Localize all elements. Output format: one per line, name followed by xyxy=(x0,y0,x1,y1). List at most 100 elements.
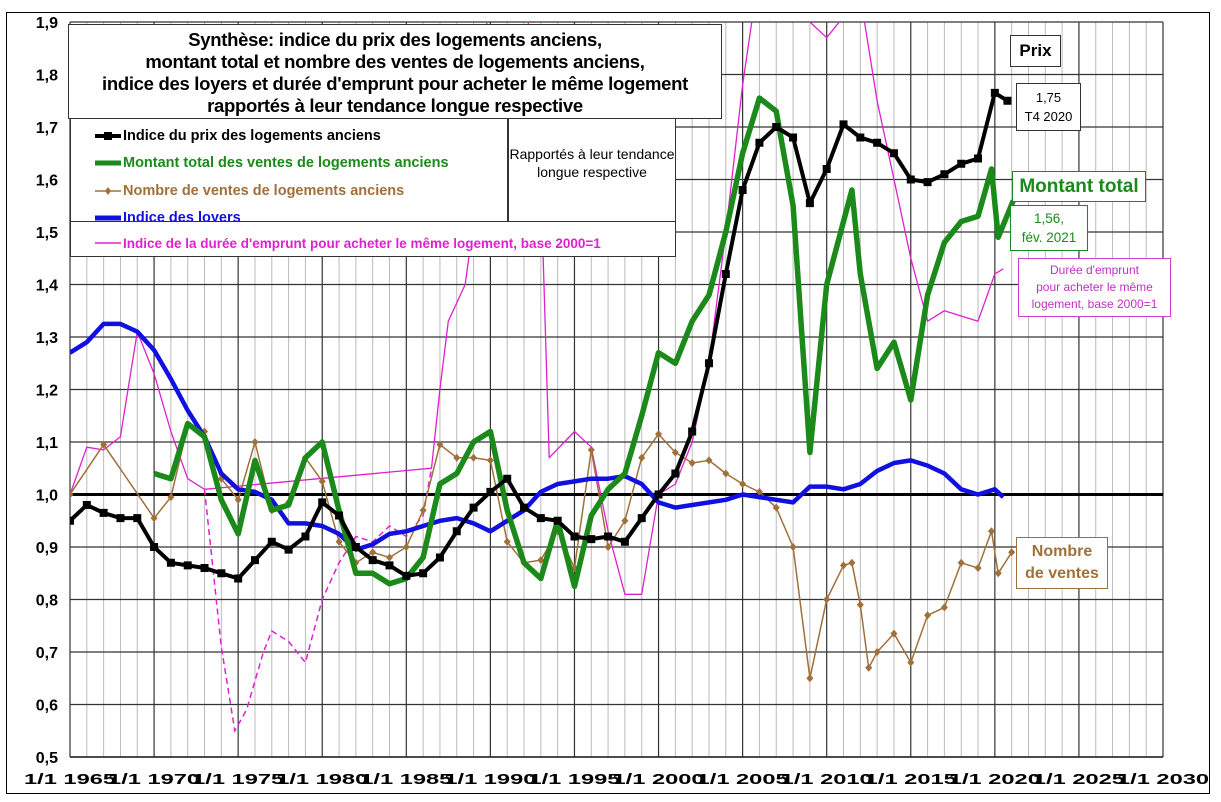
y-tick-label: 1,7 xyxy=(36,120,58,137)
price-point xyxy=(822,165,831,173)
x-tick-label: 1/1 2000 xyxy=(613,771,705,788)
series-3-line xyxy=(70,321,1005,552)
price-point xyxy=(402,571,411,580)
price-point xyxy=(873,138,882,147)
price-point xyxy=(721,270,730,278)
price-point xyxy=(150,543,159,551)
y-tick-label: 1,0 xyxy=(36,488,58,505)
sales-count-point xyxy=(419,506,427,515)
sales-count-point xyxy=(503,537,511,546)
price-point xyxy=(99,508,108,517)
sales-count-point xyxy=(369,548,377,557)
x-tick-label: 1/1 1985 xyxy=(360,771,452,788)
series-group xyxy=(70,22,1016,734)
x-tick-label: 1/1 1980 xyxy=(276,771,368,788)
price-point xyxy=(856,133,865,142)
sales-count-point xyxy=(234,495,242,504)
annotation-prix: Prix xyxy=(1010,35,1061,67)
y-tick-label: 1,8 xyxy=(36,68,58,85)
x-tick-label: 1/1 1990 xyxy=(444,771,536,788)
x-tick-label: 1/1 1965 xyxy=(24,771,116,788)
y-tick-label: 0,9 xyxy=(36,540,58,557)
price-point xyxy=(906,175,915,184)
price-point xyxy=(789,133,798,142)
price-point xyxy=(183,561,192,570)
title-line: montant total et nombre des ventes de lo… xyxy=(145,51,645,72)
y-tick-label: 1,4 xyxy=(36,278,58,295)
price-point xyxy=(688,427,697,436)
price-point xyxy=(587,535,596,544)
legend-swatch xyxy=(95,215,121,221)
sales-count-point xyxy=(655,430,663,439)
price-point xyxy=(116,514,125,523)
sales-count-point xyxy=(865,663,873,672)
price-point xyxy=(200,564,209,572)
annotation-text: T4 2020 xyxy=(1024,109,1073,124)
x-tick-label: 1/1 2020 xyxy=(949,771,1041,788)
sales-count-point xyxy=(806,674,814,683)
annotation-text: 1,56, xyxy=(1033,211,1065,226)
y-tick-label: 1,5 xyxy=(36,225,58,242)
price-point xyxy=(166,558,175,567)
y-tick-label: 0,8 xyxy=(36,593,58,610)
sales-count-point xyxy=(848,558,856,567)
price-point xyxy=(957,159,966,168)
price-point xyxy=(234,574,243,583)
sales-count-point xyxy=(789,543,797,551)
price-point xyxy=(301,532,310,541)
sales-count-point xyxy=(823,595,831,604)
price-point xyxy=(503,474,512,483)
x-tick-label: 1/1 2030 xyxy=(1117,771,1209,788)
legend-label: Montant total des ventes de logements an… xyxy=(123,155,449,172)
sales-count-point xyxy=(638,453,646,462)
price-point xyxy=(654,490,663,499)
price-point xyxy=(284,545,293,554)
annotation-text: de ventes xyxy=(1025,565,1099,582)
sales-count-point xyxy=(587,445,595,454)
x-tick-label: 1/1 2015 xyxy=(865,771,957,788)
price-point xyxy=(940,170,949,179)
sales-count-point xyxy=(1008,548,1016,557)
price-point xyxy=(70,516,74,525)
price-point xyxy=(923,178,932,187)
annotation-text: Nombre xyxy=(1031,543,1093,560)
y-tick-label: 0,6 xyxy=(36,698,58,715)
price-point xyxy=(419,569,428,578)
legend-item-duree: Indice de la durée d'emprunt pour achete… xyxy=(70,221,676,257)
sales-count-point xyxy=(987,527,995,536)
price-point xyxy=(637,514,646,523)
annotation-text: pour acheter le même xyxy=(1036,280,1153,294)
chart-frame xyxy=(6,12,1210,794)
sales-count-point xyxy=(671,448,679,457)
annotation-text: 1,75 xyxy=(1035,90,1062,105)
legend-label: Indice de la durée d'emprunt pour achete… xyxy=(123,235,601,251)
price-point xyxy=(839,120,848,129)
sales-count-point xyxy=(402,543,410,551)
annotation-text: fév. 2021 xyxy=(1021,230,1077,245)
annotation-text: logement, base 2000=1 xyxy=(1031,297,1158,311)
sales-count-point xyxy=(436,440,444,449)
price-point xyxy=(805,199,814,208)
sales-count-point xyxy=(537,556,545,565)
price-point xyxy=(435,553,444,562)
sales-count-point xyxy=(604,543,612,551)
normalization-note: Rapportés à leur tendance longue respect… xyxy=(508,118,676,222)
series-1-line xyxy=(153,95,1016,590)
sales-count-point xyxy=(688,459,696,467)
legend-item-prix: Indice du prix des logements anciens xyxy=(95,122,507,150)
price-point xyxy=(570,532,579,541)
y-tick-label: 1,1 xyxy=(36,435,58,452)
legend-swatch xyxy=(95,186,121,195)
sales-count-point xyxy=(453,453,461,462)
price-point xyxy=(486,487,495,496)
legend-swatch xyxy=(95,160,121,166)
price-point xyxy=(520,503,529,512)
price-point xyxy=(250,556,259,565)
price-point xyxy=(755,138,764,147)
annotation-nombre: Nombre de ventes xyxy=(1016,537,1108,589)
price-point xyxy=(335,511,344,520)
price-point xyxy=(267,537,276,546)
annotation-text: Durée d'emprunt xyxy=(1049,263,1139,277)
y-tick-label: 1,6 xyxy=(36,173,58,190)
price-point xyxy=(604,532,613,541)
